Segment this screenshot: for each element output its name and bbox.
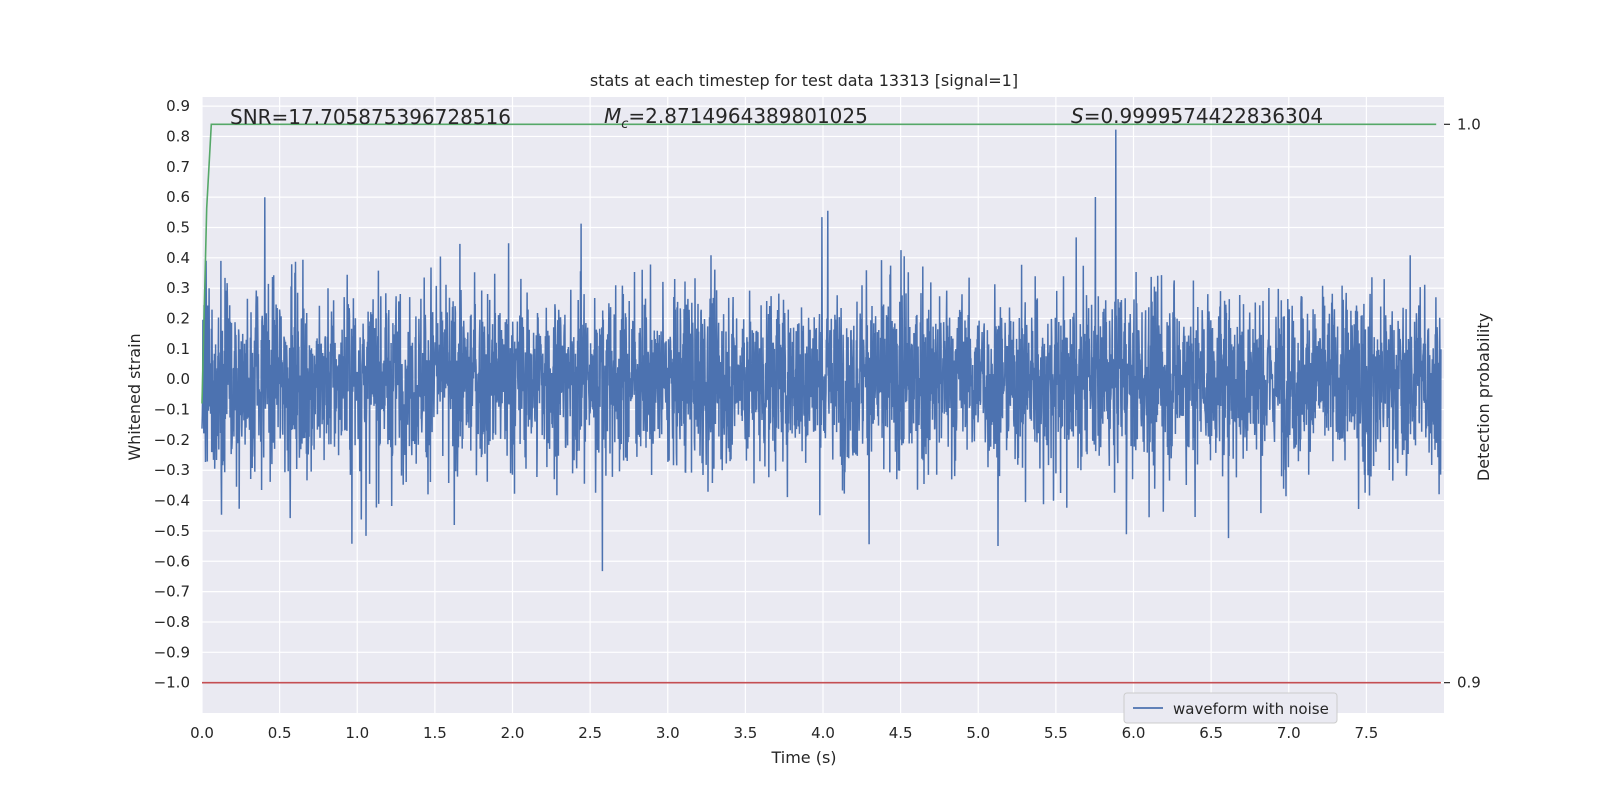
x-tick-label: 4.0 xyxy=(811,724,835,742)
y-tick-label: −0.6 xyxy=(154,552,190,570)
y-tick-label: −0.9 xyxy=(154,643,190,661)
x-tick-label: 7.0 xyxy=(1277,724,1301,742)
x-tick-label: 5.5 xyxy=(1044,724,1068,742)
x-tick-label: 2.0 xyxy=(501,724,525,742)
x-axis-ticks: 0.0 0.5 1.0 1.5 2.0 2.5 3.0 3.5 4.0 4.5 5.0 5.5 6.0 6… xyxy=(190,724,1378,742)
y-tick-label: 0.9 xyxy=(166,97,190,115)
y-tick-label: 0.5 xyxy=(166,218,190,236)
s-annotation: S=0.9999574422836304 xyxy=(1071,104,1323,128)
y-tick-label: 0.4 xyxy=(166,249,190,267)
y-axis-ticks: 0.9 0.8 0.7 0.6 0.5 0.4 0.3 0.2 0.1 0.0 −0.1 −0.2 −0… xyxy=(154,97,190,692)
probability-lines xyxy=(201,123,1441,684)
chart-title: stats at each timestep for test data 133… xyxy=(590,71,1018,90)
s-symbol: S xyxy=(1071,104,1084,128)
legend-label: waveform with noise xyxy=(1173,700,1329,718)
y-tick-label: −0.3 xyxy=(154,461,190,479)
y-tick-label: −0.5 xyxy=(154,522,190,540)
x-tick-label: 0.5 xyxy=(268,724,292,742)
y-tick-label: 0.0 xyxy=(166,370,190,388)
y-tick-label: −0.7 xyxy=(154,583,190,601)
y-axis-label: Whitened strain xyxy=(125,333,144,460)
y-tick-label: −0.1 xyxy=(154,401,190,419)
y-tick-label: −0.4 xyxy=(154,492,190,510)
x-tick-label: 5.0 xyxy=(966,724,990,742)
waveform-series xyxy=(201,129,1442,572)
mc-subscript: c xyxy=(621,117,628,132)
right-axis-label: Detection probability xyxy=(1474,313,1493,481)
detection-probability-line xyxy=(201,123,1437,404)
mc-annotation: Mc=2.8714964389801025 xyxy=(604,104,868,132)
y-tick-label: −0.2 xyxy=(154,431,190,449)
mc-value: =2.8714964389801025 xyxy=(628,104,867,128)
x-tick-label: 3.0 xyxy=(656,724,680,742)
right-axis-ticks: 1.0 0.9 xyxy=(1444,115,1481,692)
right-tick-label: 0.9 xyxy=(1457,674,1481,692)
legend-box xyxy=(1123,692,1338,724)
x-tick-label: 3.5 xyxy=(733,724,757,742)
x-tick-label: 4.5 xyxy=(889,724,913,742)
y-tick-label: 0.7 xyxy=(166,158,190,176)
y-tick-label: −1.0 xyxy=(154,674,190,692)
mc-symbol: M xyxy=(604,104,621,128)
y-tick-label: 0.2 xyxy=(166,310,190,328)
x-axis-label: Time (s) xyxy=(770,748,836,767)
y-tick-label: 0.8 xyxy=(166,127,190,145)
snr-annotation: SNR=17.705875396728516 xyxy=(230,105,511,129)
x-tick-label: 1.5 xyxy=(423,724,447,742)
y-tick-label: −0.8 xyxy=(154,613,190,631)
y-tick-label: 0.6 xyxy=(166,188,190,206)
x-tick-label: 0.0 xyxy=(190,724,214,742)
right-tick-label: 1.0 xyxy=(1457,115,1481,133)
s-value: =0.9999574422836304 xyxy=(1084,104,1323,128)
y-tick-label: 0.3 xyxy=(166,279,190,297)
y-tick-label: 0.1 xyxy=(166,340,190,358)
x-tick-label: 1.0 xyxy=(345,724,369,742)
x-tick-label: 2.5 xyxy=(578,724,602,742)
x-tick-label: 6.5 xyxy=(1199,724,1223,742)
x-tick-label: 6.0 xyxy=(1122,724,1146,742)
legend: waveform with noise xyxy=(1123,692,1338,724)
waveform-line xyxy=(201,129,1442,572)
x-tick-label: 7.5 xyxy=(1354,724,1378,742)
